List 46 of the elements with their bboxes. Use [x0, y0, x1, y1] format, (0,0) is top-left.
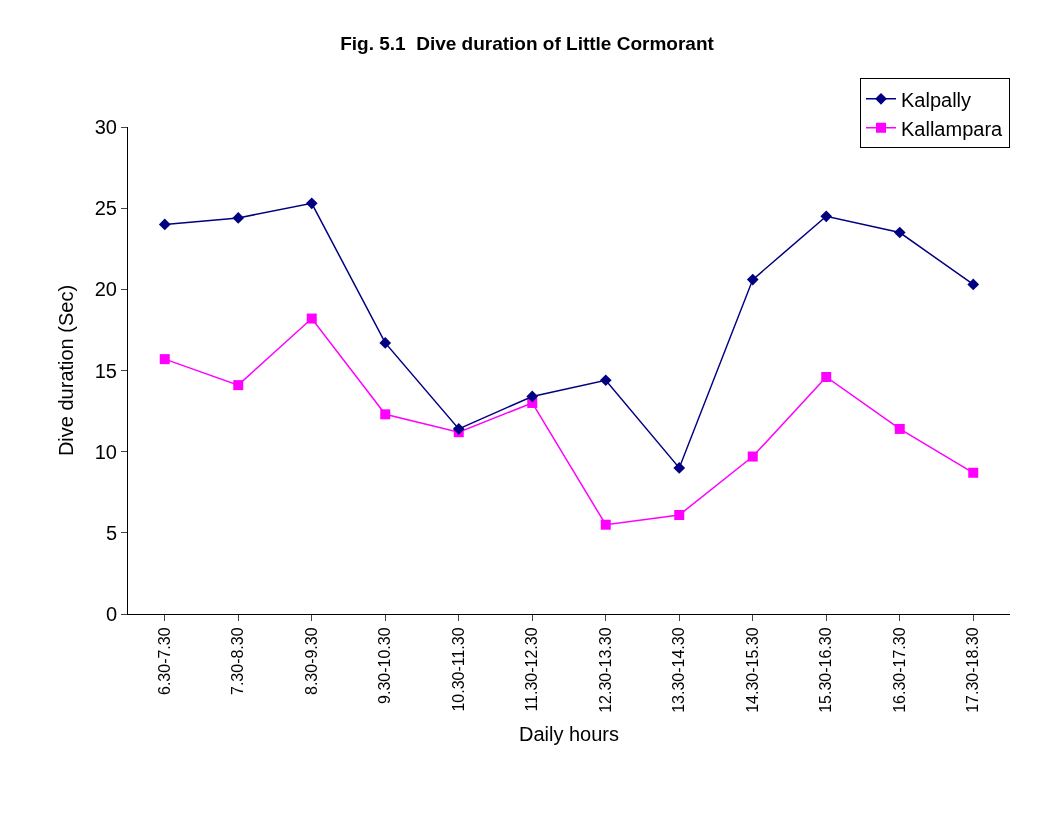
- point: [305, 197, 318, 210]
- point: [673, 462, 686, 474]
- point: [820, 210, 833, 223]
- point: [967, 278, 980, 291]
- y-tick-label: 0: [105, 603, 117, 625]
- x-tick-label: 16.30-17.30: [890, 627, 908, 713]
- chart-title: Fig. 5.1 Dive duration of Little Cormorant: [340, 33, 715, 55]
- point: [599, 374, 612, 387]
- x-tick-label: 12.30-13.30: [596, 627, 614, 713]
- point: [233, 380, 244, 391]
- point: [746, 273, 759, 286]
- point: [968, 467, 979, 478]
- x-tick-label: 10.30-11.30: [449, 627, 467, 712]
- x-axis-title: Daily hours: [518, 723, 620, 746]
- point: [159, 354, 170, 365]
- point: [158, 218, 171, 231]
- point: [821, 371, 832, 382]
- y-tick-label: 15: [94, 359, 117, 382]
- x-tick-label: 7.30-8.30: [229, 627, 247, 696]
- y-tick-label: 30: [94, 116, 117, 138]
- legend-label: Kalpally: [901, 88, 972, 111]
- point: [452, 423, 465, 435]
- point: [380, 409, 391, 420]
- y-tick-label: 25: [94, 197, 117, 220]
- x-tick-label: 11.30-12.30: [523, 627, 541, 712]
- point: [232, 212, 245, 224]
- point: [306, 313, 317, 324]
- x-tick-label: 6.30-7.30: [155, 627, 173, 696]
- point: [600, 519, 611, 530]
- x-tick-label: 13.30-14.30: [670, 627, 688, 713]
- point: [526, 390, 539, 403]
- point: [379, 337, 392, 349]
- x-tick-label: 9.30-10.30: [376, 627, 394, 704]
- y-tick-label: 20: [94, 278, 117, 301]
- point: [747, 451, 758, 462]
- x-tick-label: 17.30-18.30: [964, 627, 982, 713]
- point: [893, 226, 906, 239]
- x-tick-label: 14.30-15.30: [743, 627, 761, 713]
- y-tick-label: 5: [105, 521, 117, 544]
- point: [894, 423, 905, 434]
- x-tick-label: 15.30-16.30: [817, 627, 835, 713]
- x-tick-label: 8.30-9.30: [302, 627, 320, 696]
- y-tick-label: 10: [94, 440, 117, 463]
- legend-label: Kallampara: [901, 117, 1004, 140]
- point: [674, 509, 685, 520]
- y-axis-title: Dive duration (Sec): [55, 284, 78, 457]
